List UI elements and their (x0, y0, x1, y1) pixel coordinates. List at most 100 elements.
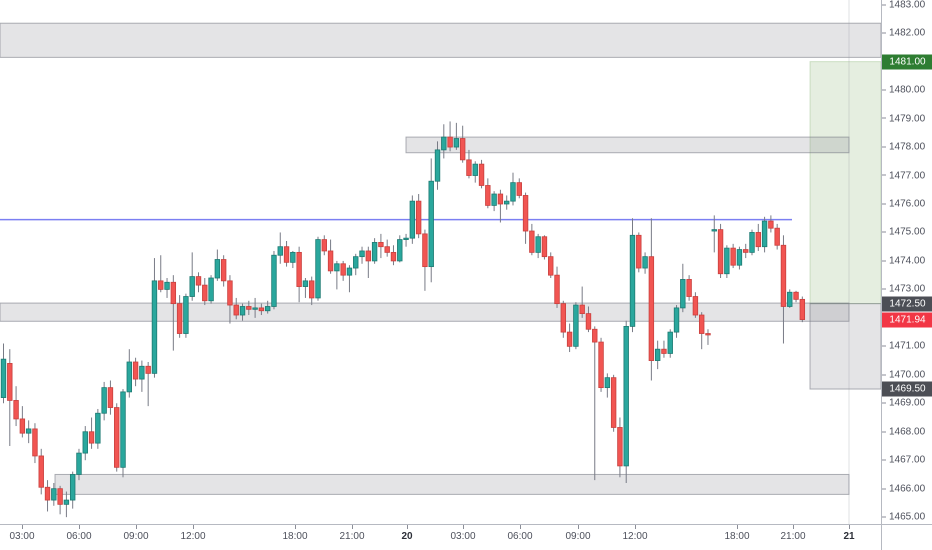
candle-down (459, 138, 466, 161)
candle-down (145, 365, 151, 374)
candle-down (415, 200, 422, 235)
price-tick (882, 402, 886, 404)
candle-down (365, 250, 372, 262)
candle-up (189, 276, 195, 297)
candle-up (510, 182, 516, 202)
candle-down (548, 256, 554, 276)
candle-down (610, 377, 617, 428)
time-tick (635, 525, 636, 529)
time-tick (22, 525, 23, 529)
price-tick (882, 117, 886, 119)
time-axis-label: 06:00 (507, 531, 533, 542)
price-axis-label: 1479.00 (882, 113, 932, 124)
candle-up (120, 391, 126, 468)
candle-down (799, 298, 806, 320)
candle-up (101, 387, 107, 414)
candle-down (340, 263, 346, 276)
candle-up (434, 149, 441, 182)
price-tick (882, 374, 886, 376)
price-axis-label: 1470.00 (882, 369, 932, 380)
candle-down (296, 251, 302, 287)
candle-down (522, 195, 529, 232)
zone-top-price-badge: 1472.50 (882, 296, 932, 312)
price-axis-label: 1483.00 (882, 0, 932, 10)
price-axis-label: 1466.00 (882, 483, 932, 494)
price-axis-label: 1478.00 (882, 142, 932, 153)
candle-down (686, 279, 692, 297)
candle-up (409, 200, 416, 239)
candle-down (233, 304, 239, 316)
long-target-zone[interactable] (809, 61, 881, 305)
candle-up (353, 256, 359, 269)
price-tick (882, 459, 886, 461)
upper-supply-zone[interactable] (0, 22, 881, 58)
candle-up (264, 306, 271, 312)
candle-down (422, 233, 428, 268)
candle-up (214, 259, 221, 279)
candle-down (560, 303, 567, 333)
candle-down (774, 227, 780, 246)
candle-up (63, 499, 70, 505)
candle-up (164, 281, 170, 290)
candle-up (573, 304, 579, 347)
time-tick (136, 525, 137, 529)
candle-up (302, 280, 309, 287)
candle-up (711, 229, 717, 232)
candle-up (673, 307, 680, 333)
candle-down (717, 229, 724, 275)
candle-down (38, 455, 44, 488)
time-axis-label: 09:00 (565, 531, 591, 542)
candle-down (566, 331, 573, 347)
candle-down (19, 418, 26, 434)
price-axis[interactable]: 1483.00 1482.00 1480.00 1479.00 1478.00 1477.… (881, 0, 932, 524)
time-axis[interactable]: 03:00 06:00 09:00 12:00 18:00 21:00 20 03:00 06:… (0, 524, 881, 550)
last-price-badge: 1471.94 (882, 312, 932, 328)
price-axis-label: 1474.00 (882, 255, 932, 266)
candle-down (743, 249, 749, 253)
price-tick (882, 89, 886, 91)
candle-down (698, 314, 705, 334)
candle-down (378, 242, 384, 248)
candle-down (384, 246, 390, 253)
price-tick (882, 288, 886, 290)
candle-down (755, 232, 761, 248)
price-axis-label: 1480.00 (882, 85, 932, 96)
candle-up (403, 237, 409, 240)
time-axis-day-label: 20 (401, 531, 413, 542)
candle-down (579, 304, 585, 314)
candle-up (25, 428, 32, 434)
candle-up (428, 180, 434, 268)
candle-up (315, 239, 321, 299)
candle-down (661, 348, 667, 354)
price-tick (882, 431, 886, 433)
candle-down (158, 280, 164, 290)
candle-down (768, 220, 774, 229)
price-tick (882, 516, 886, 518)
price-axis-label: 1468.00 (882, 426, 932, 437)
right-demand-box[interactable] (809, 303, 881, 390)
candle-up (334, 263, 340, 272)
price-tick (882, 488, 886, 490)
candle-up (51, 488, 57, 501)
time-axis-label: 09:00 (123, 531, 149, 542)
candle-up (503, 200, 510, 205)
candle-down (321, 239, 327, 252)
candle-up (629, 234, 636, 327)
candle-up (749, 232, 755, 253)
candle-down (598, 341, 604, 389)
time-axis-label: 18:00 (282, 531, 308, 542)
chart-canvas[interactable] (0, 0, 881, 524)
candle-down (516, 182, 522, 196)
candle-down (246, 306, 252, 310)
price-tick (882, 146, 886, 148)
price-axis-label: 1482.00 (882, 28, 932, 39)
time-axis-label: 03:00 (450, 531, 476, 542)
candle-up (535, 236, 541, 253)
time-axis-label: 18:00 (724, 531, 750, 542)
candle-down (227, 280, 233, 306)
lower-demand-zone[interactable] (54, 473, 850, 495)
price-tick (882, 32, 886, 34)
mid-supply-zone[interactable] (405, 136, 850, 154)
candle-up (667, 331, 673, 354)
demand-band[interactable] (0, 302, 850, 322)
